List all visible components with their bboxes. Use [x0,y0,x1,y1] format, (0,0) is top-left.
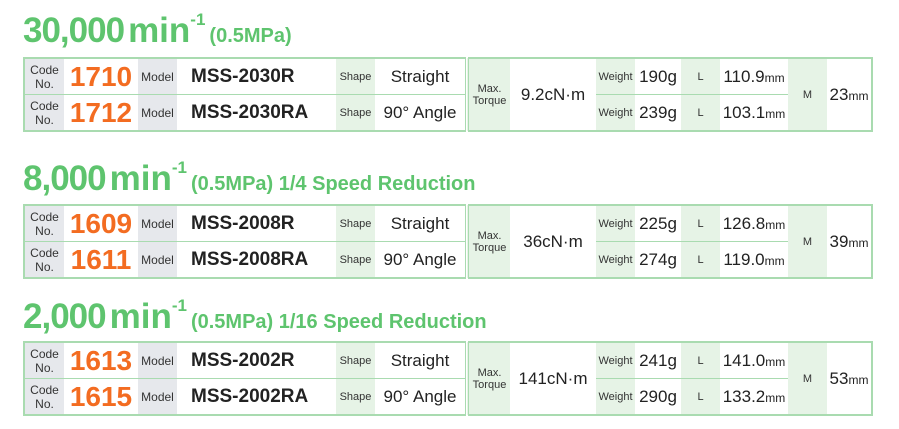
weight-label: Weight [596,342,635,379]
length-label: L [681,58,720,95]
speed-unit: min [128,11,191,50]
code-label: Code No. [24,205,64,242]
m-value: 39mm [827,205,872,279]
spec-table: Code No. 1613 Model MSS-2002R Shape Strai… [23,341,873,416]
speed-heading: 8,000 min-1(0.5MPa) 1/4 Speed Reduction [23,158,475,199]
speed-heading: 30,000 min-1(0.5MPa) [23,10,292,51]
speed-value: 8,000 [23,159,107,198]
speed-unit: min [109,297,172,336]
code-number: 1615 [69,380,133,412]
shape-value: 90° Angle [383,386,457,406]
weight-value: 290g [639,386,677,406]
torque-label: Max. Torque [465,342,510,416]
length-value: 141.0mm [720,342,788,379]
code-number: 1611 [70,243,132,275]
shape-label: Shape [336,342,375,379]
speed-exponent: -1 [171,296,187,315]
length-value: 119.0mm [723,249,785,269]
m-label: M [788,205,827,279]
model-label: Model [138,205,177,242]
weight-value: 225g [635,205,681,242]
length-label: L [681,94,720,131]
length-value: 110.9mm [720,58,788,95]
weight-value: 274g [639,249,677,269]
shape-value: Straight [375,342,467,379]
code-label: Code No. [24,342,64,379]
shape-label: Shape [336,241,375,278]
weight-value: 190g [635,58,681,95]
length-label: L [681,342,720,379]
shape-value: 90° Angle [383,102,457,122]
torque-label: Max. Torque [465,58,510,132]
table-row: Code No. 1615 Model MSS-2002RA Shape 90° … [24,378,872,415]
length-label: L [681,205,720,242]
model-value: MSS-2002R [177,342,336,379]
m-label: M [788,58,827,132]
speed-note: (0.5MPa) 1/4 Speed Reduction [190,173,476,195]
speed-unit: min [109,159,172,198]
weight-value: 239g [639,102,677,122]
table-row: Code No. 1611 Model MSS-2008RA Shape 90° … [24,241,872,278]
weight-label: Weight [596,378,635,415]
spec-table: Code No. 1609 Model MSS-2008R Shape Strai… [23,204,873,279]
m-label: M [788,342,827,416]
length-value: 103.1mm [722,102,786,122]
model-label: Model [138,94,177,131]
m-value: 23mm [827,58,872,132]
torque-value: 36cN·m [510,205,596,279]
shape-value: Straight [375,58,467,95]
m-value: 53mm [827,342,872,416]
weight-value: 241g [635,342,681,379]
length-label: L [681,241,720,278]
code-number: 1613 [64,342,138,379]
shape-label: Shape [336,58,375,95]
weight-label: Weight [596,94,635,131]
table-row: Code No. 1609 Model MSS-2008R Shape Strai… [24,205,872,279]
spec-table: Code No. 1710 Model MSS-2030R Shape Strai… [23,57,873,132]
model-label: Model [138,378,177,415]
code-number: 1710 [64,58,138,95]
speed-note: (0.5MPa) [209,25,292,47]
code-label: Code No. [24,378,64,415]
speed-heading: 2,000 min-1(0.5MPa) 1/16 Speed Reduction [23,296,487,337]
weight-label: Weight [596,58,635,95]
model-value: MSS-2030RA [191,101,309,123]
model-value: MSS-2030R [177,58,336,95]
table-row: Code No. 1712 Model MSS-2030RA Shape 90° … [24,94,872,131]
length-value: 126.8mm [720,205,788,242]
weight-label: Weight [596,205,635,242]
shape-value: Straight [375,205,467,242]
model-value: MSS-2008RA [191,248,309,270]
code-number: 1609 [64,205,138,242]
model-label: Model [138,342,177,379]
torque-label: Max. Torque [465,205,510,279]
shape-label: Shape [336,205,375,242]
length-label: L [681,378,720,415]
code-label: Code No. [24,94,64,131]
code-label: Code No. [24,58,64,95]
table-row: Code No. 1613 Model MSS-2002R Shape Strai… [24,342,872,416]
weight-label: Weight [596,241,635,278]
table-row: Code No. 1710 Model MSS-2030R Shape Strai… [24,58,872,132]
shape-label: Shape [336,378,375,415]
model-label: Model [138,58,177,95]
torque-value: 9.2cN·m [510,58,596,132]
speed-value: 30,000 [23,11,125,50]
torque-value: 141cN·m [510,342,596,416]
model-value: MSS-2002RA [191,385,309,407]
speed-note: (0.5MPa) 1/16 Speed Reduction [190,311,487,333]
speed-exponent: -1 [171,158,187,177]
code-label: Code No. [24,241,64,278]
speed-value: 2,000 [23,297,107,336]
model-label: Model [138,241,177,278]
shape-label: Shape [336,94,375,131]
speed-exponent: -1 [190,10,206,29]
length-value: 133.2mm [722,386,786,406]
code-number: 1712 [69,96,133,128]
model-value: MSS-2008R [177,205,336,242]
shape-value: 90° Angle [383,249,457,269]
